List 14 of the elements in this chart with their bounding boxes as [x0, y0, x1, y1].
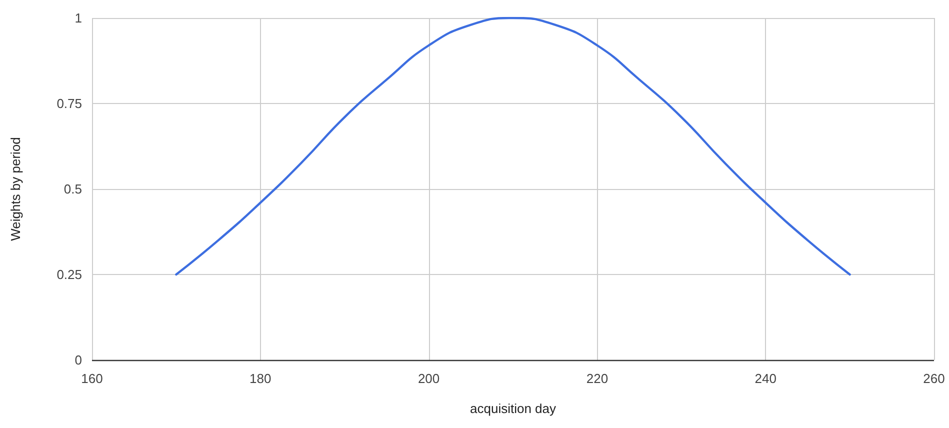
y-tick-label: 0	[74, 352, 82, 368]
x-tick-label: 200	[418, 371, 440, 386]
x-tick-label: 180	[250, 371, 272, 386]
y-tick-label: 0.25	[56, 267, 82, 282]
line-series	[175, 16, 851, 276]
x-axis-title: acquisition day	[470, 401, 556, 416]
x-tick-label: 220	[586, 371, 608, 386]
y-tick-label: 1	[74, 10, 82, 26]
y-tick-label: 0.75	[56, 96, 82, 111]
x-tick-label: 160	[81, 371, 103, 386]
y-tick-label: 0.5	[64, 182, 82, 196]
x-tick-label: 240	[754, 371, 776, 386]
y-axis-title: Weights by period	[8, 137, 23, 241]
x-tick-label: 260	[923, 371, 945, 386]
